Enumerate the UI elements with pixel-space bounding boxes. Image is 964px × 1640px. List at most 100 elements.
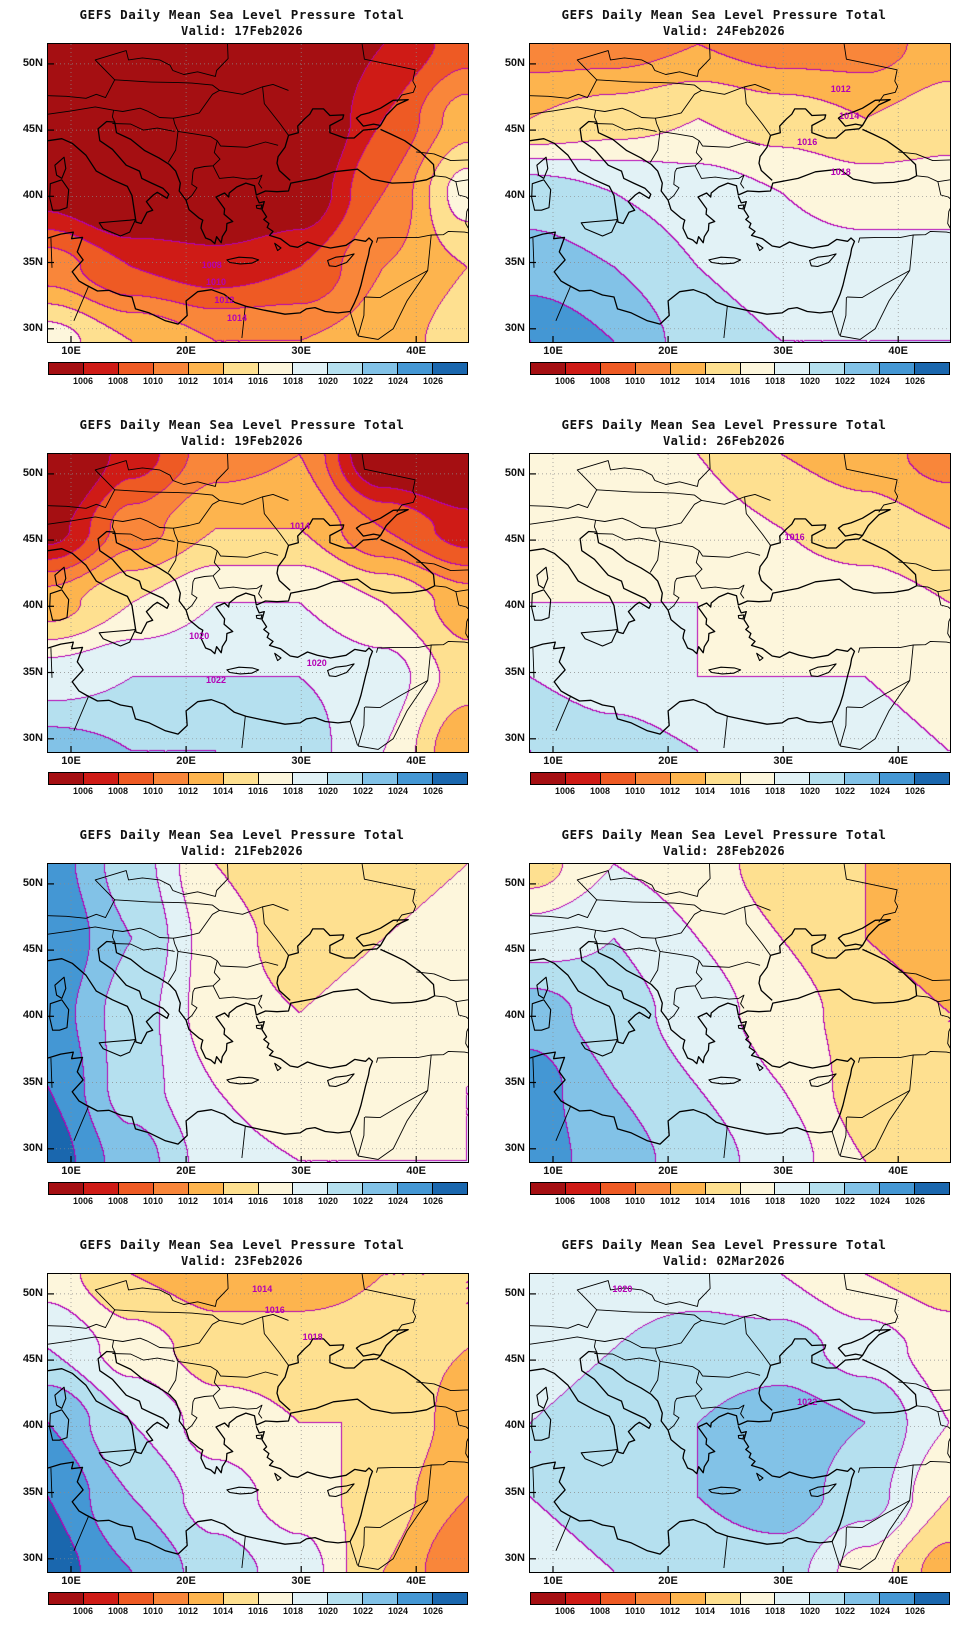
colorbar — [48, 1592, 468, 1605]
contour-value-label: 1014 — [839, 110, 860, 121]
latitude-axis: 50N 45N 40N 35N 30N — [498, 43, 529, 341]
lat-tick-label: 50N — [504, 466, 525, 479]
colorbar-cell — [153, 1183, 189, 1194]
lat-tick-label: 50N — [22, 1286, 43, 1299]
panel-valid-date: Valid: 24Feb2026 — [663, 24, 785, 38]
lon-tick-label: 20E — [176, 755, 196, 767]
lat-tick-label: 40N — [504, 1009, 525, 1022]
panel-title: GEFS Daily Mean Sea Level Pressure Total — [561, 417, 887, 432]
colorbar-tick-label: 1014 — [212, 786, 234, 796]
colorbar-tick-label: 1008 — [107, 376, 129, 386]
colorbar-cell — [293, 1593, 329, 1604]
colorbar-tick-label: 1008 — [107, 1196, 129, 1206]
colorbar-cell — [153, 773, 189, 784]
lat-tick-label: 40N — [22, 1419, 43, 1432]
colorbar-tick-label: 1012 — [659, 376, 680, 386]
colorbar-cell — [845, 1593, 881, 1604]
lon-tick-label: 20E — [176, 345, 196, 357]
colorbar-cell — [880, 1593, 916, 1604]
colorbar-cell — [565, 1593, 601, 1604]
colorbar-tick-label: 1024 — [869, 1606, 890, 1616]
lat-tick-label: 30N — [504, 731, 525, 744]
colorbar-cell — [328, 1183, 364, 1194]
contour-value-label: 1018 — [830, 167, 851, 178]
lon-tick-label: 10E — [61, 1575, 81, 1587]
pressure-field-canvas — [48, 44, 468, 342]
colorbar-cell — [740, 1183, 776, 1194]
colorbar-tick-label: 1010 — [142, 1196, 164, 1206]
colorbar-tick-label: 1020 — [799, 376, 821, 386]
colorbar-tick-label: 1014 — [694, 1606, 716, 1616]
colorbar-tick-label: 1020 — [317, 1606, 339, 1616]
colorbar-cell — [705, 1183, 741, 1194]
contour-value-label: 1018 — [302, 1331, 323, 1342]
lon-tick-label: 30E — [773, 345, 793, 357]
lat-tick-label: 30N — [504, 1551, 525, 1564]
colorbar-tick-label: 1022 — [352, 786, 374, 796]
colorbar-cell — [118, 363, 154, 374]
lon-tick-label: 30E — [291, 1165, 311, 1177]
colorbar-cell — [670, 1183, 706, 1194]
lon-tick-label: 20E — [176, 1575, 196, 1587]
lon-tick-label: 40E — [888, 345, 908, 357]
contour-value-label: 1014 — [289, 520, 311, 531]
colorbar-tick-label: 1024 — [869, 1196, 890, 1206]
longitude-axis: 10E 20E 30E 40E — [48, 753, 468, 769]
contour-value-label: 1022 — [797, 1397, 818, 1408]
lon-tick-label: 10E — [61, 755, 81, 767]
colorbar-cell — [398, 773, 434, 784]
lat-tick-label: 35N — [504, 1485, 525, 1498]
lon-tick-label: 30E — [773, 1165, 793, 1177]
map-overlay — [530, 454, 950, 752]
colorbar-tick-label: 1020 — [799, 786, 821, 796]
panel-title: GEFS Daily Mean Sea Level Pressure Total — [561, 1237, 887, 1252]
colorbar-tick-label: 1018 — [764, 1606, 785, 1616]
colorbar-cell — [565, 773, 601, 784]
lat-tick-label: 35N — [504, 1075, 525, 1088]
colorbar-cell — [880, 1183, 916, 1194]
panel-valid-date: Valid: 02Mar2026 — [663, 1254, 785, 1268]
lat-tick-label: 45N — [22, 943, 43, 956]
colorbar-cell — [153, 363, 189, 374]
colorbar-tick-label: 1006 — [72, 1196, 93, 1206]
lon-tick-label: 40E — [406, 1575, 426, 1587]
colorbar-cell — [740, 773, 776, 784]
colorbar-cell — [600, 1593, 636, 1604]
map-overlay — [530, 1274, 950, 1572]
map-row: 50N 45N 40N 35N 30N 1016 — [498, 453, 964, 753]
panel-valid-date: Valid: 17Feb2026 — [181, 24, 303, 38]
pressure-map-panel: GEFS Daily Mean Sea Level Pressure Total… — [0, 0, 482, 410]
colorbar-cell — [845, 363, 881, 374]
colorbar-tick-label: 1026 — [904, 1606, 926, 1616]
colorbar-tick-label: 1014 — [212, 1196, 234, 1206]
colorbar-tick-label: 1018 — [764, 1196, 785, 1206]
colorbar-tick-label: 1026 — [904, 376, 926, 386]
pressure-map-panel: GEFS Daily Mean Sea Level Pressure Total… — [0, 820, 482, 1230]
lon-tick-label: 40E — [888, 1575, 908, 1587]
colorbar-cell — [363, 1593, 399, 1604]
colorbar — [530, 362, 950, 375]
colorbar-cell — [118, 773, 154, 784]
colorbar-cell — [398, 1593, 434, 1604]
colorbar-cell — [83, 363, 119, 374]
colorbar-cell — [223, 1183, 259, 1194]
colorbar-cell — [635, 773, 671, 784]
colorbar-cell — [845, 1183, 881, 1194]
colorbar-cell — [223, 773, 259, 784]
colorbar-tick-label: 1006 — [554, 1606, 575, 1616]
colorbar-cell — [915, 1183, 950, 1194]
colorbar-cell — [600, 1183, 636, 1194]
lon-tick-label: 20E — [658, 1575, 678, 1587]
colorbar-tick-label: 1024 — [869, 376, 890, 386]
map-overlay — [48, 864, 468, 1162]
pressure-map-panel: GEFS Daily Mean Sea Level Pressure Total… — [482, 410, 964, 820]
pressure-field-canvas — [530, 454, 950, 752]
lat-tick-label: 50N — [504, 56, 525, 69]
colorbar-cell — [740, 1593, 776, 1604]
map-overlay — [48, 454, 468, 752]
colorbar-cell — [398, 363, 434, 374]
colorbar-tick-label: 1024 — [869, 786, 890, 796]
colorbar-cell — [83, 1183, 119, 1194]
map-row: 50N 45N 40N 35N 30N 1014 1020 1020 1022 — [16, 453, 482, 753]
lon-tick-label: 40E — [888, 755, 908, 767]
